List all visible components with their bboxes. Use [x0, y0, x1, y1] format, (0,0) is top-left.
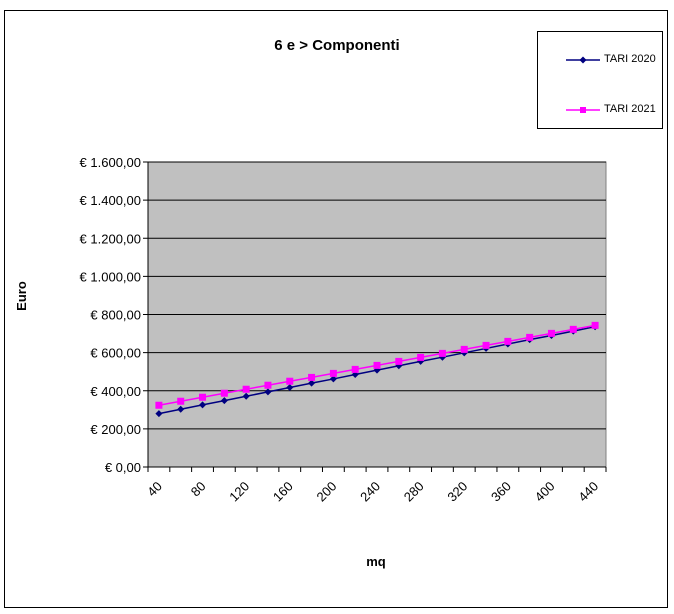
y-tick-label: € 1.400,00: [80, 193, 141, 208]
x-tick-label: 120: [226, 479, 252, 505]
x-tick-label: 360: [488, 479, 514, 505]
y-tick-label: € 1.000,00: [80, 269, 141, 284]
x-tick-label: 160: [270, 479, 296, 505]
data-point-tari-2021: [526, 333, 534, 341]
data-point-tari-2021: [504, 337, 512, 345]
data-point-tari-2021: [177, 397, 185, 405]
data-point-tari-2021: [351, 365, 359, 373]
legend-swatch-tari-2020: [566, 56, 600, 64]
x-tick-label: 400: [532, 479, 558, 505]
data-point-tari-2021: [286, 377, 294, 385]
y-tick-label: € 1.200,00: [80, 231, 141, 246]
data-point-tari-2021: [460, 345, 468, 353]
data-point-tari-2021: [308, 373, 316, 381]
y-axis-label: Euro: [14, 281, 29, 311]
data-point-tari-2020: [308, 379, 316, 387]
chart-title: 6 e > Componenti: [274, 37, 400, 54]
data-point-tari-2020: [329, 375, 337, 383]
data-point-tari-2021: [417, 353, 425, 361]
data-point-tari-2021: [591, 321, 599, 329]
y-tick-label: € 600,00: [90, 346, 141, 361]
x-tick-label: 320: [444, 479, 470, 505]
data-point-tari-2021: [155, 401, 163, 409]
data-point-tari-2020: [155, 410, 163, 418]
data-point-tari-2021: [547, 329, 555, 337]
data-point-tari-2020: [199, 401, 207, 409]
data-point-tari-2020: [242, 392, 250, 400]
data-point-tari-2021: [395, 357, 403, 365]
data-point-tari-2020: [220, 397, 228, 405]
data-point-tari-2021: [220, 389, 228, 397]
x-tick-label: 280: [401, 479, 427, 505]
data-point-tari-2020: [264, 388, 272, 396]
data-point-tari-2021: [373, 361, 381, 369]
data-point-tari-2021: [329, 369, 337, 377]
legend-swatch-tari-2021: [566, 107, 600, 113]
y-tick-label: € 400,00: [90, 384, 141, 399]
data-point-tari-2021: [242, 385, 250, 393]
data-point-tari-2021: [264, 381, 272, 389]
data-point-tari-2021: [482, 341, 490, 349]
legend: TARI 2020 TARI 2021: [537, 31, 663, 129]
x-tick-label: 40: [144, 479, 165, 500]
legend-label-tari-2020: TARI 2020: [604, 53, 656, 65]
legend-item-tari-2020: TARI 2020: [538, 52, 662, 68]
legend-item-tari-2021: TARI 2021: [538, 102, 662, 118]
x-tick-label: 240: [357, 479, 383, 505]
y-tick-label: € 1.600,00: [80, 155, 141, 170]
data-point-tari-2021: [438, 349, 446, 357]
data-point-tari-2020: [286, 384, 294, 392]
data-point-tari-2021: [569, 325, 577, 333]
x-tick-label: 200: [314, 479, 340, 505]
data-point-tari-2021: [199, 393, 207, 401]
y-tick-label: € 0,00: [105, 460, 141, 475]
y-tick-label: € 200,00: [90, 422, 141, 437]
x-tick-label: 440: [575, 479, 601, 505]
y-tick-label: € 800,00: [90, 308, 141, 323]
data-point-tari-2020: [177, 405, 185, 413]
x-axis-label: mq: [366, 554, 386, 569]
legend-label-tari-2021: TARI 2021: [604, 103, 656, 115]
x-tick-label: 80: [188, 479, 209, 500]
